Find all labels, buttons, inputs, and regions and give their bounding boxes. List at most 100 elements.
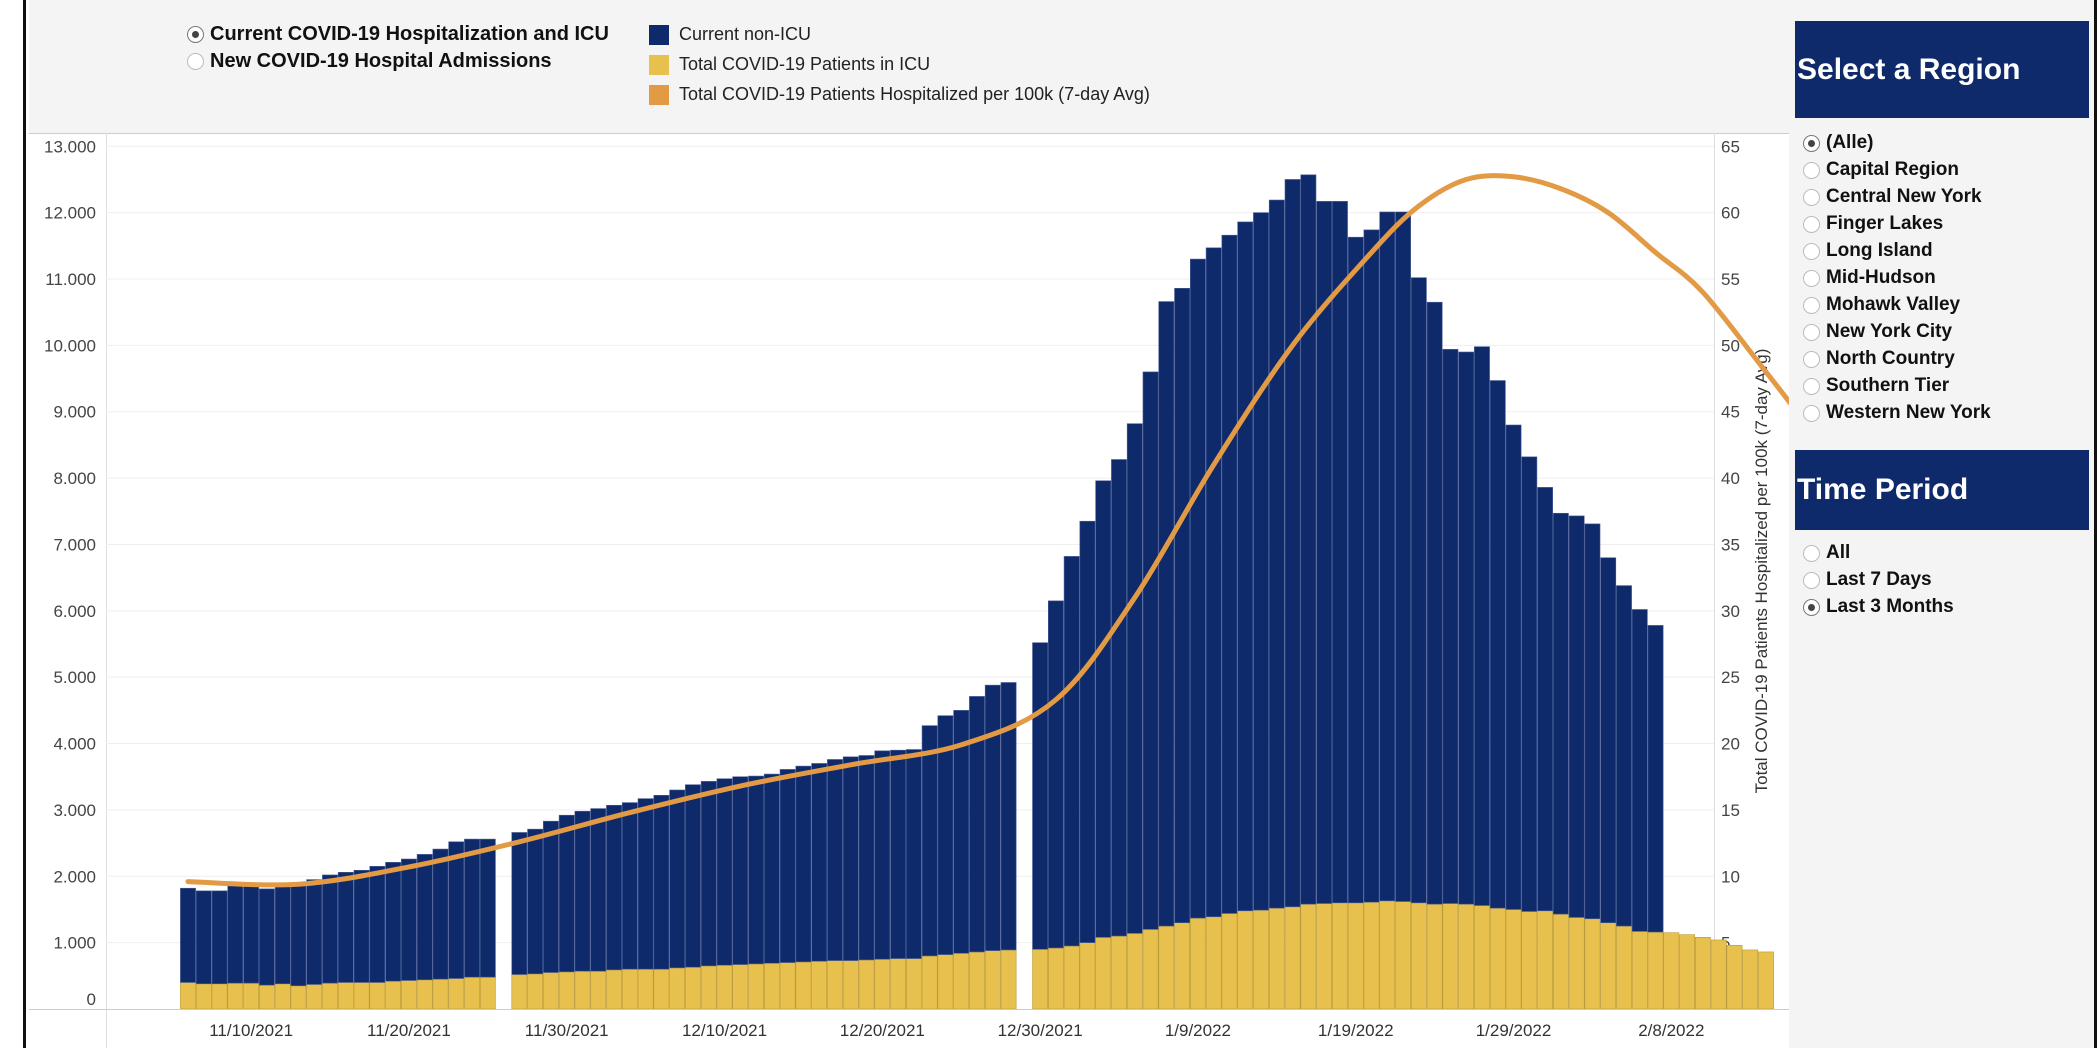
radio-selected-icon[interactable] <box>187 26 204 43</box>
time-period-option[interactable]: All <box>1803 541 1850 565</box>
bar-non-icu <box>259 888 275 986</box>
bar-non-icu <box>779 769 796 963</box>
metric-option-new-admissions[interactable]: New COVID-19 Hospital Admissions <box>187 50 552 73</box>
region-option[interactable]: Central New York <box>1803 185 1982 209</box>
radio-unselected-icon[interactable] <box>187 53 204 70</box>
bar-icu <box>700 965 717 1010</box>
radio-selected-icon[interactable] <box>1803 134 1820 152</box>
region-option[interactable]: Western New York <box>1803 401 1991 425</box>
bar-icu <box>337 982 354 1010</box>
bar-non-icu <box>558 814 575 973</box>
radio-unselected-icon[interactable] <box>1803 323 1820 341</box>
bar-non-icu <box>748 775 764 965</box>
bar-icu <box>795 961 812 1010</box>
bar-icu <box>1710 939 1727 1010</box>
bar-non-icu <box>1300 174 1317 905</box>
bar-icu <box>1742 949 1759 1010</box>
bar-non-icu <box>1568 515 1585 918</box>
radio-unselected-icon[interactable] <box>1803 404 1820 422</box>
bar-icu <box>1284 906 1301 1010</box>
bar-icu <box>685 966 701 1010</box>
bar-non-icu <box>1616 585 1632 927</box>
y-right-tick-label: 30 <box>1721 602 1740 621</box>
bar-icu <box>669 967 686 1010</box>
radio-unselected-icon[interactable] <box>1803 215 1820 233</box>
bar-icu <box>890 958 906 1010</box>
bar-icu <box>1426 903 1443 1010</box>
bar-icu <box>653 968 670 1010</box>
legend-swatch <box>649 54 669 75</box>
time-period-option[interactable]: Last 3 Months <box>1803 595 1954 619</box>
y-right-tick-label: 25 <box>1721 668 1740 687</box>
region-option[interactable]: Mid-Hudson <box>1803 266 1936 290</box>
radio-unselected-icon[interactable] <box>1803 269 1820 287</box>
bar-non-icu <box>1489 380 1506 909</box>
bar-icu <box>1442 903 1459 1010</box>
bar-non-icu <box>937 715 954 955</box>
bar-non-icu <box>921 725 938 957</box>
time-period-option[interactable]: Last 7 Days <box>1803 568 1932 592</box>
metric-option-hospitalization-icu[interactable]: Current COVID-19 Hospitalization and ICU <box>187 23 609 46</box>
bar-icu <box>290 985 307 1010</box>
y-left-tick-label: 8.000 <box>53 469 96 488</box>
region-option[interactable]: New York City <box>1803 320 1952 344</box>
bar-icu <box>543 972 559 1010</box>
y-left-tick-label: 4.000 <box>53 735 96 754</box>
bar-non-icu <box>1347 236 1364 904</box>
bar-icu <box>401 980 417 1010</box>
bar-icu <box>195 983 212 1010</box>
bar-non-icu <box>1552 512 1569 915</box>
y-left-tick-label: 9.000 <box>53 403 96 422</box>
bar-non-icu <box>1410 277 1427 904</box>
bar-non-icu <box>763 773 780 964</box>
region-option[interactable]: Long Island <box>1803 239 1933 263</box>
radio-unselected-icon[interactable] <box>1803 571 1820 589</box>
region-option[interactable]: Mohawk Valley <box>1803 293 1960 317</box>
y-left-tick-label: 11.000 <box>45 270 96 289</box>
bar-non-icu <box>1032 642 1049 950</box>
y-left-tick-label: 0 <box>87 990 96 1009</box>
bar-non-icu <box>653 795 670 970</box>
radio-unselected-icon[interactable] <box>1803 242 1820 260</box>
bar-non-icu <box>227 884 244 984</box>
radio-unselected-icon[interactable] <box>1803 188 1820 206</box>
region-option[interactable]: Southern Tier <box>1803 374 1949 398</box>
bar-icu <box>259 984 275 1010</box>
region-option[interactable]: (Alle) <box>1803 131 1874 155</box>
bar-icu <box>1000 949 1017 1010</box>
bar-non-icu <box>369 866 386 983</box>
region-option[interactable]: Capital Region <box>1803 158 1959 182</box>
radio-unselected-icon[interactable] <box>1803 296 1820 314</box>
bar-non-icu <box>274 885 291 985</box>
bar-icu <box>1647 931 1664 1010</box>
region-option[interactable]: North Country <box>1803 347 1955 371</box>
bar-non-icu <box>511 832 528 975</box>
bar-icu <box>1268 907 1285 1010</box>
legend-label: Total COVID-19 Patients in ICU <box>679 54 931 74</box>
radio-unselected-icon[interactable] <box>1803 377 1820 395</box>
bar-icu <box>1174 922 1191 1010</box>
radio-unselected-icon[interactable] <box>1803 350 1820 368</box>
legend-swatch <box>649 84 669 105</box>
bar-icu <box>227 982 244 1010</box>
bar-non-icu <box>353 869 370 983</box>
bar-non-icu <box>874 750 891 960</box>
region-option-label: New York City <box>1826 321 1953 342</box>
region-option[interactable]: Finger Lakes <box>1803 212 1943 236</box>
bar-icu <box>274 983 291 1010</box>
y-left-tick-label: 1.000 <box>53 934 96 953</box>
y-right-tick-label: 55 <box>1721 270 1740 289</box>
bar-icu <box>1363 901 1380 1010</box>
bar-icu <box>1395 901 1411 1010</box>
radio-unselected-icon[interactable] <box>1803 544 1820 562</box>
bar-icu <box>842 960 859 1010</box>
bar-non-icu <box>1426 301 1443 905</box>
bar-non-icu <box>1631 609 1648 932</box>
radio-unselected-icon[interactable] <box>1803 161 1820 179</box>
bar-icu <box>1079 942 1096 1010</box>
bar-icu <box>984 950 1001 1010</box>
x-tick-label: 1/9/2022 <box>1165 1021 1231 1040</box>
y-right-axis-label: Total COVID-19 Patients Hospitalized per… <box>1752 349 1771 794</box>
bar-icu <box>621 968 638 1010</box>
radio-selected-icon[interactable] <box>1803 598 1820 616</box>
